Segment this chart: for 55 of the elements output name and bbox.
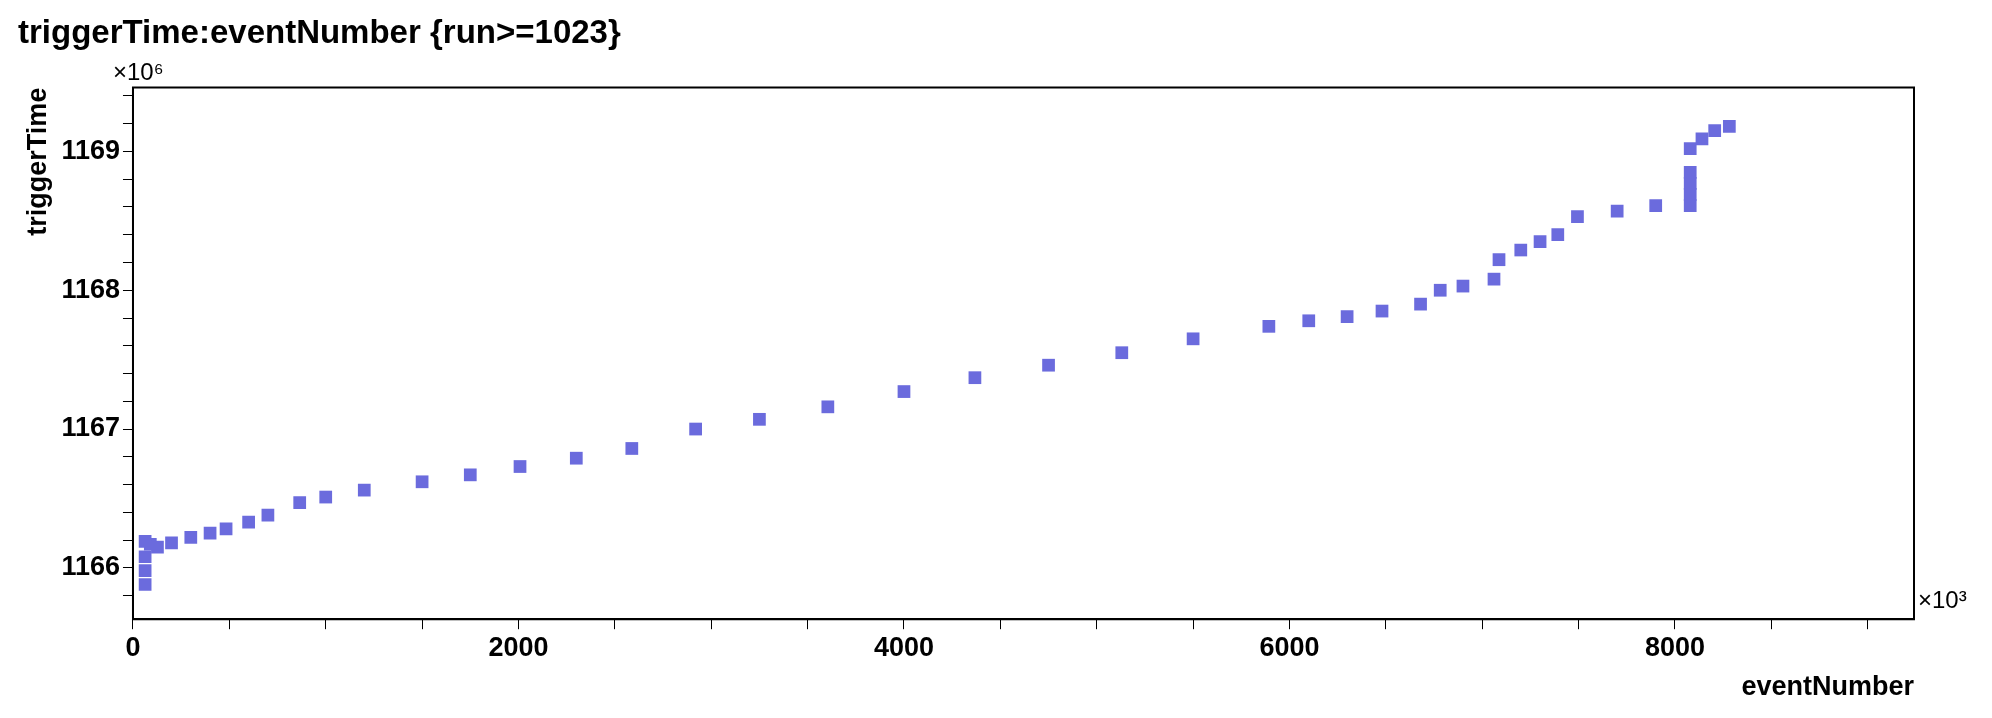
point: [1186, 332, 1200, 346]
point: [1492, 253, 1506, 267]
point: [689, 422, 702, 436]
point: [1533, 235, 1547, 249]
point: [138, 550, 152, 564]
y-tick-label: 1168: [61, 273, 120, 304]
point: [1571, 210, 1584, 224]
point: [968, 371, 982, 385]
point: [1262, 319, 1276, 333]
point: [753, 412, 766, 426]
x-axis-title: eventNumber: [1741, 671, 1915, 702]
point: [513, 460, 527, 473]
x-tick-label: 8000: [1644, 631, 1706, 662]
chart-title: triggerTime:eventNumber {run>=1023}: [18, 12, 621, 50]
point: [165, 536, 178, 550]
text: ×10³: [1918, 585, 1967, 613]
point: [357, 483, 371, 497]
x-tick-label: 0: [125, 631, 141, 662]
point: [415, 475, 429, 489]
point: [319, 490, 333, 504]
point: [1487, 272, 1501, 286]
point: [1610, 204, 1624, 218]
point: [625, 442, 639, 455]
point: [242, 515, 255, 529]
point: [1115, 346, 1129, 360]
point: [184, 530, 198, 544]
point: [1340, 310, 1354, 323]
x-tick-label: 4000: [873, 631, 935, 662]
point: [1683, 142, 1697, 156]
x-tick-label: 2000: [488, 631, 549, 662]
point: [1683, 165, 1697, 179]
point: [1708, 124, 1722, 137]
point: [1302, 314, 1316, 328]
x-tick-label: 6000: [1259, 631, 1320, 662]
text: ×10⁶: [112, 58, 164, 86]
point: [151, 540, 164, 554]
point: [1433, 283, 1447, 297]
point: [293, 496, 307, 509]
point: [1414, 297, 1427, 311]
point: [463, 468, 477, 482]
point: [897, 385, 911, 398]
point: [203, 526, 217, 540]
y-axis-title: triggerTime: [21, 87, 52, 236]
point: [138, 564, 152, 577]
point: [1722, 120, 1736, 133]
point: [1649, 199, 1663, 212]
point: [1042, 358, 1055, 372]
y-tick-label: 1169: [61, 134, 120, 165]
point: [1551, 228, 1565, 242]
point: [1514, 243, 1528, 257]
point: [569, 451, 583, 465]
point: [821, 400, 835, 414]
y-tick-label: 1167: [61, 412, 120, 443]
y-tick-label: 1166: [61, 551, 120, 582]
point: [138, 578, 152, 591]
